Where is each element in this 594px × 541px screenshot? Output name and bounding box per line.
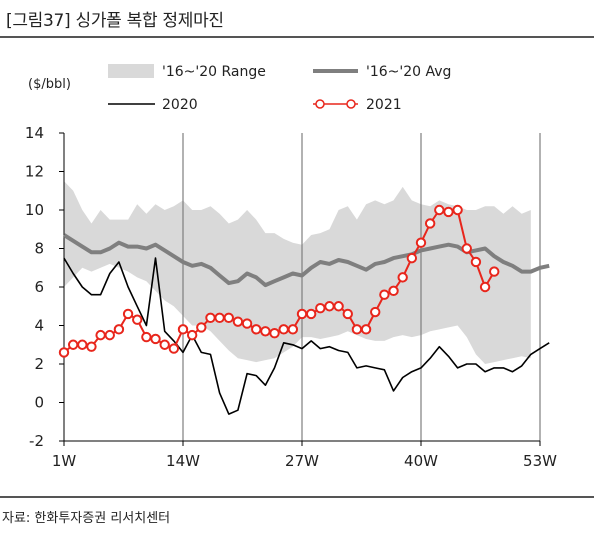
series-2021-point-week-2: [67, 339, 79, 350]
series-2021-point-week-13: [168, 343, 180, 354]
series-2021-point-week-32: [342, 308, 353, 320]
series-2021-point-week-46: [470, 256, 482, 268]
legend-2020-label: 2020: [162, 97, 198, 113]
series-2021-point-week-41: [424, 218, 436, 229]
series-2021-point-week-26: [287, 324, 299, 335]
series-2021-point-week-29: [315, 302, 326, 314]
series-2021-point-week-17: [205, 312, 216, 323]
series-2021-point-week-24: [269, 328, 280, 339]
series-2021-point-week-5: [95, 329, 106, 341]
legend-range-label: '16~'20 Range: [162, 64, 266, 80]
x-tick-label-40W: 40W: [404, 452, 438, 470]
series-2021-point-week-15: [186, 329, 198, 341]
y-tick-label-14: 14: [25, 124, 44, 142]
y-tick-label-12: 12: [25, 163, 44, 181]
series-2021-point-week-38: [397, 272, 408, 283]
series-2021-point-week-43: [443, 206, 454, 218]
y-unit-label: ($/bbl): [28, 77, 71, 92]
plot-area: 14 12 10 8 6 4 2 0 -2 1W 14W 27W 40W 53W: [25, 124, 557, 470]
series-2021-point-week-12: [159, 339, 170, 350]
series-2021-point-week-25: [278, 324, 289, 335]
bottom-rule: [0, 496, 594, 498]
series-2021-point-week-47: [479, 281, 491, 293]
series-2021-point-week-1: [58, 347, 70, 358]
y-tick-label-10: 10: [25, 201, 44, 219]
x-tick-label-1W: 1W: [52, 452, 77, 470]
series-2021-point-week-6: [104, 329, 115, 341]
top-rule: [0, 36, 594, 38]
y-tick-label--2: -2: [29, 432, 44, 450]
legend-avg-label: '16~'20 Avg: [366, 64, 451, 80]
x-tick-label-27W: 27W: [285, 452, 319, 470]
legend: '16~'20 Range '16~'20 Avg 2020 2021: [108, 64, 451, 113]
y-tick-label-0: 0: [34, 394, 44, 412]
series-2021-point-week-23: [260, 326, 271, 337]
legend-range-swatch: [108, 64, 154, 78]
legend-2021-label: 2021: [366, 97, 402, 113]
series-2021-point-week-10: [141, 331, 152, 343]
series-2021-point-week-27: [296, 308, 308, 320]
series-2021-point-week-20: [232, 316, 244, 327]
figure-title: [그림37] 싱가폴 복합 정제마진: [6, 11, 224, 31]
series-2021-point-week-39: [406, 252, 418, 264]
series-2021-point-week-3: [77, 339, 88, 350]
series-2021-point-week-16: [196, 322, 207, 333]
series-2021-point-week-22: [251, 324, 262, 335]
series-2021-point-week-4: [86, 341, 97, 352]
series-2021-point-week-7: [113, 324, 125, 335]
series-2021-point-week-45: [461, 243, 472, 254]
legend-2021-marker-right: [346, 99, 356, 109]
series-2021-point-week-40: [415, 237, 427, 248]
series-2021-point-week-21: [241, 318, 253, 329]
series-2021-point-week-31: [333, 301, 344, 312]
series-2021-point-week-14: [177, 324, 189, 335]
series-2021-point-week-11: [150, 333, 161, 345]
series-2021-point-week-18: [214, 312, 225, 323]
series-2020-line: [63, 257, 550, 415]
series-2021-point-week-35: [370, 306, 381, 318]
x-tick-label-53W: 53W: [523, 452, 557, 470]
series-2021-point-week-30: [324, 301, 335, 312]
series-2021-point-week-9: [132, 314, 143, 325]
series-2021-point-week-8: [122, 308, 134, 320]
refining-margin-chart: ($/bbl) '16~'20 Range '16~'20 Avg 2020 2…: [25, 64, 557, 470]
series-2021-point-week-44: [452, 204, 463, 216]
y-tick-label-8: 8: [34, 240, 44, 258]
legend-2021-marker-left: [315, 99, 325, 109]
series-2021-point-week-42: [434, 204, 445, 216]
series-2021-point-week-36: [379, 289, 390, 300]
y-tick-label-4: 4: [34, 317, 44, 335]
source-note: 자료: 한화투자증권 리서치센터: [2, 511, 171, 526]
series-2021-point-week-28: [305, 308, 317, 320]
series-2021-point-week-34: [360, 324, 372, 335]
series-2021-point-week-19: [223, 312, 234, 323]
series-2021-point-week-33: [351, 324, 363, 335]
series-2021-point-week-37: [388, 285, 399, 297]
x-tick-label-14W: 14W: [166, 452, 200, 470]
series-2021-point-week-48: [489, 266, 500, 277]
y-tick-label-6: 6: [34, 278, 44, 296]
y-tick-label-2: 2: [34, 355, 44, 373]
